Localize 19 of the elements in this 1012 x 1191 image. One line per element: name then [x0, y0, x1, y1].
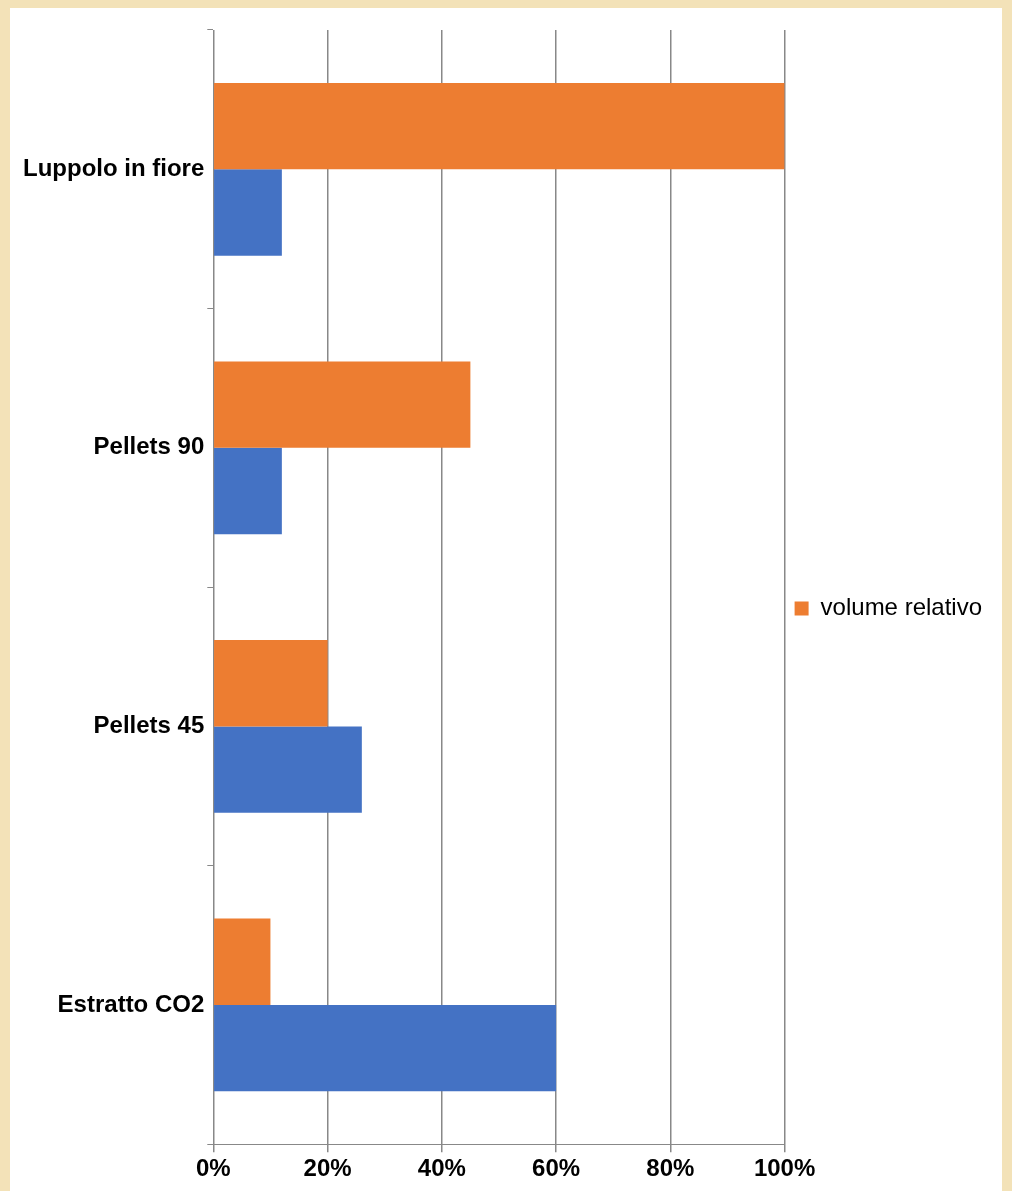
bar	[214, 726, 362, 813]
bar	[214, 169, 282, 256]
bar	[214, 82, 785, 170]
bar	[214, 918, 271, 1005]
x-tick-label: 40%	[417, 1154, 466, 1182]
y-tick-label: Pellets 45	[93, 711, 205, 738]
bar	[214, 1004, 557, 1092]
bar	[214, 447, 282, 535]
bar	[214, 640, 328, 727]
y-tick-label: Estratto CO2	[57, 989, 205, 1017]
y-tick-label: Pellets 90	[93, 432, 205, 460]
x-tick-label: 80%	[646, 1154, 695, 1182]
y-tick-label: Luppolo in fiore	[22, 153, 205, 181]
legend-label: volume relativo	[820, 593, 982, 621]
x-tick-label: 100%	[753, 1154, 816, 1182]
x-tick-label: 60%	[532, 1154, 581, 1182]
x-tick-label: 20%	[303, 1154, 352, 1182]
x-tick-label: 0%	[195, 1154, 231, 1182]
bar	[214, 361, 471, 448]
